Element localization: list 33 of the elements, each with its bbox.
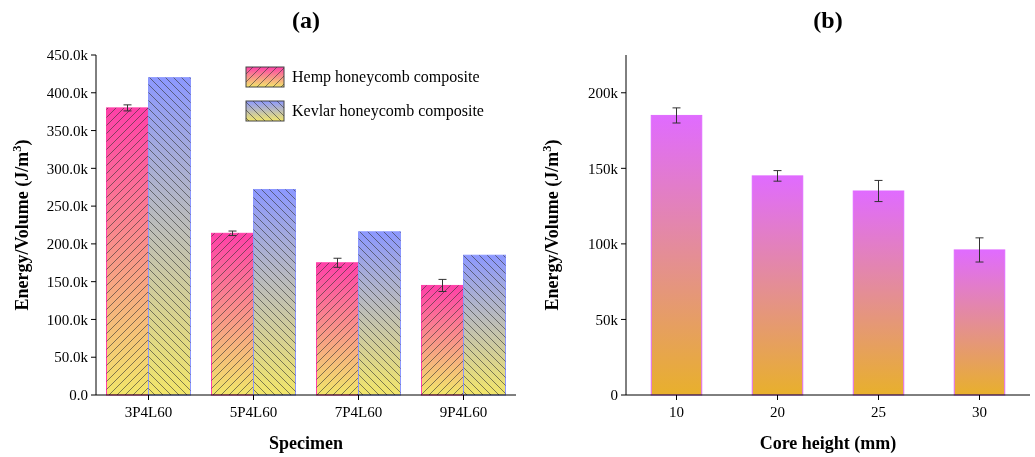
x-tick-label: 10 [669, 404, 684, 420]
x-tick-label: 20 [770, 404, 785, 420]
y-tick-label: 100k [588, 236, 619, 253]
y-tick-label: 50.0k [54, 349, 89, 366]
y-tick-label: 0.0 [69, 387, 88, 404]
y-tick-label: 350.0k [46, 122, 89, 139]
x-tick-label: 30 [972, 404, 987, 420]
x-tick-label: 9P4L60 [439, 404, 488, 420]
bar [650, 114, 703, 396]
chart-title: (a) [292, 7, 320, 33]
y-tick-label: 150.0k [46, 273, 89, 290]
x-axis-title: Core height (mm) [759, 433, 897, 454]
y-tick-label: 200.0k [46, 236, 89, 253]
y-tick-label: 100.0k [46, 311, 89, 328]
x-tick-label: 3P4L60 [124, 404, 173, 420]
y-tick-label: 400.0k [46, 85, 89, 102]
y-tick-label: 150k [588, 160, 619, 177]
legend-label: Kevlar honeycomb composite [292, 102, 484, 120]
bar [751, 175, 804, 396]
x-tick-label: 7P4L60 [334, 404, 383, 420]
y-tick-label: 450.0k [46, 47, 89, 64]
y-tick-label: 300.0k [46, 160, 89, 177]
x-tick-label: 25 [871, 404, 886, 420]
bar [953, 249, 1006, 396]
y-tick-label: 0 [610, 387, 618, 404]
chart-title: (b) [813, 7, 843, 33]
x-tick-label: 5P4L60 [229, 404, 278, 420]
bar [852, 190, 905, 396]
y-tick-label: 250.0k [46, 198, 89, 215]
y-tick-label: 50k [595, 311, 619, 328]
x-axis-title: Specimen [269, 433, 343, 453]
y-tick-label: 200k [588, 85, 619, 102]
legend-label: Hemp honeycomb composite [292, 68, 480, 86]
